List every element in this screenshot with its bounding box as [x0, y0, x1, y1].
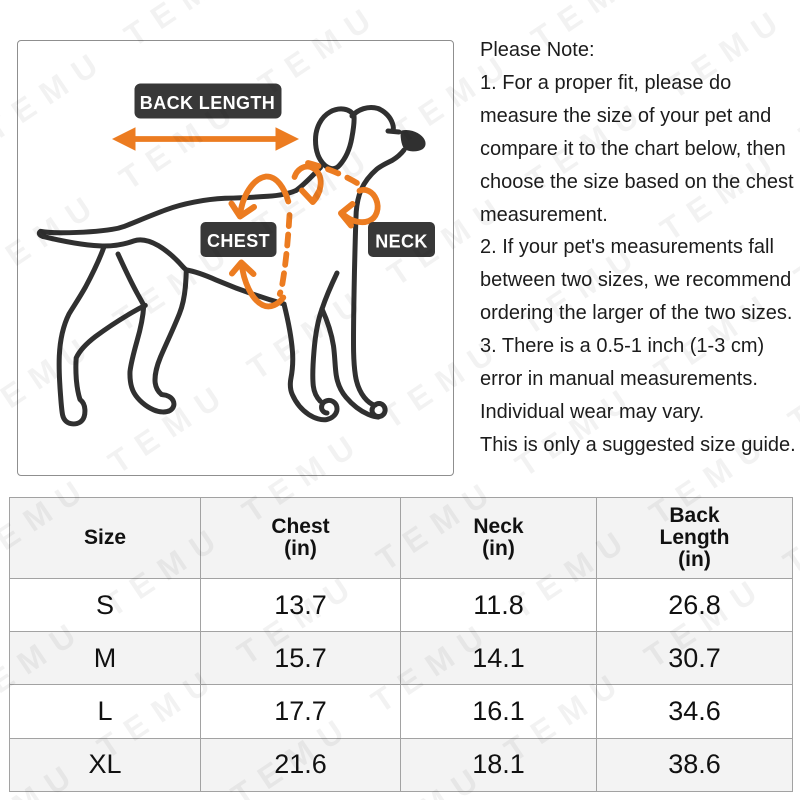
svg-text:CHEST: CHEST: [207, 231, 270, 251]
svg-text:BACK LENGTH: BACK LENGTH: [140, 93, 275, 113]
svg-text:NECK: NECK: [375, 232, 428, 252]
